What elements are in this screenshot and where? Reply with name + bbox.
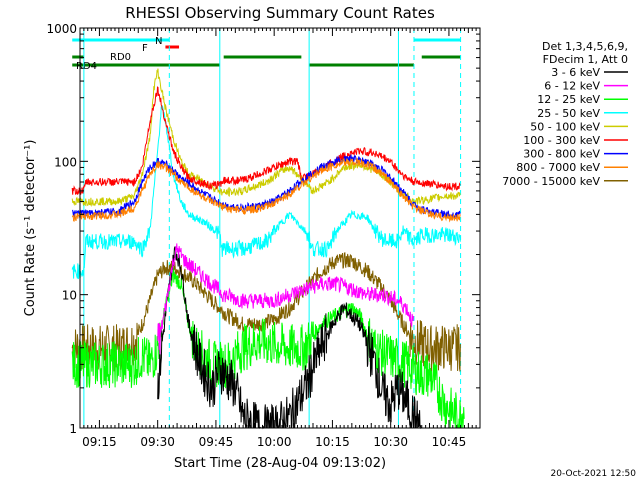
x-tick-label: 09:45 [199,435,234,449]
x-axis: 09:15 09:30 09:45 10:00 10:15 10:30 10:45 [79,28,481,449]
flag-label: F [142,43,148,54]
x-tick-label: 10:45 [432,435,467,449]
series-line [71,105,461,280]
series-line [71,252,461,372]
footer-timestamp: 20-Oct-2021 12:50 [551,469,637,479]
legend-entry: 800 - 7000 keV [516,161,600,174]
legend-entry: 6 - 12 keV [544,80,600,93]
legend: Det 1,3,4,5,6,9,FDecim 1, Att 03 - 6 keV… [502,40,628,188]
legend-entry: 100 - 300 keV [523,134,600,147]
x-tick-label: 10:00 [257,435,292,449]
x-tick-label: 10:30 [373,435,408,449]
x-tick-label: 09:30 [140,435,175,449]
series-line [157,243,414,355]
series-line [157,246,422,430]
series-line [71,86,461,195]
flag-label: RD4 [76,61,97,72]
x-axis-label: Start Time (28-Aug-04 09:13:02) [174,456,386,471]
series-line [71,268,465,429]
y-tick-label: 1000 [46,22,77,36]
legend-entry: 300 - 800 keV [523,148,600,161]
chart-title: RHESSI Observing Summary Count Rates [125,4,435,22]
x-tick-label: 09:15 [82,435,117,449]
flag-bars: NF RD0 RD4 [72,36,461,72]
y-axis-label: Count Rate (s⁻¹ detector⁻¹) [23,140,38,317]
data-series [71,68,465,430]
y-tick-label: 100 [54,155,77,169]
legend-header: FDecim 1, Att 0 [543,53,628,66]
y-tick-label: 10 [62,289,77,303]
legend-entry: 50 - 100 keV [530,120,600,133]
flag-label: RD0 [110,52,131,63]
legend-entry: 7000 - 15000 keV [502,175,600,188]
legend-header: Det 1,3,4,5,6,9, [542,40,628,53]
legend-entry: 3 - 6 keV [551,66,600,79]
legend-entry: 25 - 50 keV [537,107,600,120]
flag-label: N [155,36,162,47]
y-tick-label: 1 [69,422,77,436]
legend-entry: 12 - 25 keV [537,93,600,106]
series-line [71,157,461,223]
series-line [71,68,461,207]
plot-frame [79,27,481,429]
y-axis: 1 10 100 1000 [46,22,480,436]
x-tick-label: 10:15 [315,435,350,449]
